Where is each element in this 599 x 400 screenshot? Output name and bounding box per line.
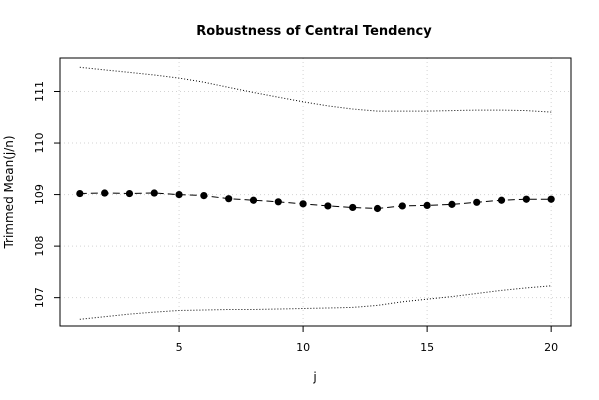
series-mean-point: [175, 190, 183, 199]
series-mean-point: [349, 203, 357, 212]
series-mean-point: [547, 195, 555, 203]
y-axis-label: Trimmed Mean(j/n): [2, 135, 16, 249]
series-mean-point: [76, 189, 84, 198]
x-tick-label: 5: [176, 341, 183, 354]
series-mean-point: [423, 201, 431, 209]
series-upper-bound-line: [79, 66, 552, 113]
series-mean-point: [324, 202, 332, 210]
series-mean-point: [101, 189, 109, 197]
grid: [60, 58, 571, 326]
x-axis-label: j: [312, 370, 316, 384]
series-mean-point: [473, 198, 481, 206]
series-mean-line: [79, 192, 552, 210]
series-mean-point: [249, 196, 258, 204]
series-mean-point: [373, 204, 382, 213]
y-tick-label: 110: [33, 133, 46, 154]
y-tick-label: 111: [33, 81, 46, 102]
x-tick-label: 20: [544, 341, 558, 354]
series-lower-bound-line: [79, 285, 552, 320]
y-tick-label: 107: [33, 287, 46, 308]
x-tick-label: 10: [296, 341, 310, 354]
series-mean-point: [150, 189, 158, 197]
series-mean-point: [448, 200, 456, 208]
series-mean-point: [398, 202, 406, 210]
series-layer: [76, 66, 555, 320]
series-mean-point: [522, 195, 530, 203]
x-tick-label: 15: [420, 341, 434, 354]
axes: 5 10 15 20 107 108 109 110 111: [33, 81, 558, 354]
series-mean-point: [497, 196, 506, 204]
series-mean-point: [125, 189, 134, 198]
y-tick-label: 109: [33, 184, 46, 205]
series-mean-point: [299, 200, 307, 208]
series-mean-point: [274, 198, 282, 206]
y-tick-label: 108: [33, 236, 46, 257]
series-mean-point: [225, 195, 233, 203]
series-mean-point: [200, 192, 208, 200]
plot-frame: [59, 57, 572, 327]
chart-title: Robustness of Central Tendency: [196, 24, 432, 39]
